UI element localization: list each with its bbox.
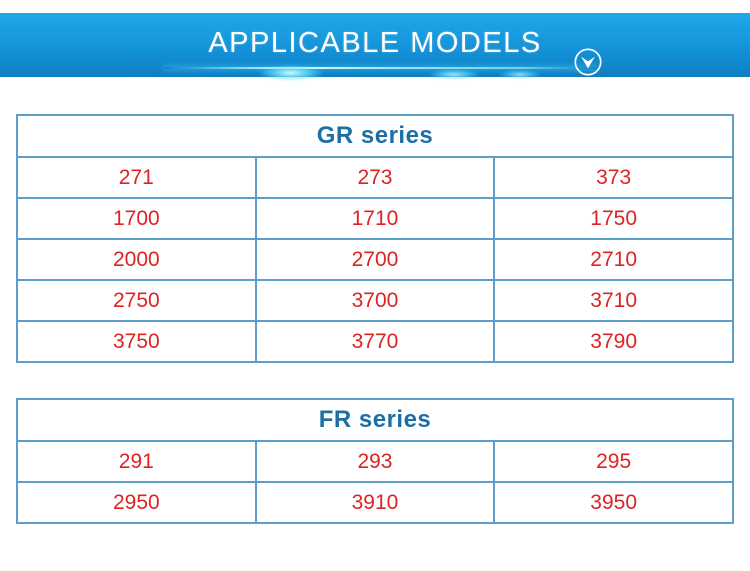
model-cell: 1710 bbox=[254, 197, 496, 240]
model-cell: 1750 bbox=[493, 197, 734, 240]
model-cell: 291 bbox=[16, 440, 257, 483]
table-header-row: FR series bbox=[16, 398, 734, 442]
applicable-models-banner: APPLICABLE MODELS bbox=[0, 13, 750, 81]
model-cell: 3910 bbox=[254, 481, 496, 524]
table-header-row: GR series bbox=[16, 114, 734, 158]
model-cell: 1700 bbox=[16, 197, 257, 240]
model-cell: 2950 bbox=[16, 481, 257, 524]
lens-flare-medium bbox=[428, 69, 480, 80]
circle-chevron-down-icon[interactable] bbox=[573, 47, 603, 77]
fr-series-table: FR series 291 293 295 2950 3910 3950 bbox=[16, 398, 734, 524]
tables-area: GR series 271 273 373 1700 1710 1750 2000 2700 2… bbox=[16, 114, 734, 524]
model-cell: 373 bbox=[493, 156, 734, 199]
table-row: 2750 3700 3710 bbox=[16, 279, 734, 322]
lens-flare-small bbox=[498, 70, 542, 79]
table-title: GR series bbox=[16, 114, 734, 158]
model-cell: 2750 bbox=[16, 279, 257, 322]
model-cell: 3750 bbox=[16, 320, 257, 363]
table-title: FR series bbox=[16, 398, 734, 442]
model-cell: 273 bbox=[254, 156, 496, 199]
glow-streak bbox=[165, 67, 597, 69]
table-row: 291 293 295 bbox=[16, 440, 734, 483]
table-row: 2950 3910 3950 bbox=[16, 481, 734, 524]
model-cell: 295 bbox=[493, 440, 734, 483]
model-cell: 3950 bbox=[493, 481, 734, 524]
gr-series-table: GR series 271 273 373 1700 1710 1750 2000 2700 2… bbox=[16, 114, 734, 363]
model-cell: 2000 bbox=[16, 238, 257, 281]
model-cell: 271 bbox=[16, 156, 257, 199]
table-gap bbox=[16, 363, 734, 398]
table-row: 3750 3770 3790 bbox=[16, 320, 734, 363]
model-cell: 3710 bbox=[493, 279, 734, 322]
lens-flare-large bbox=[258, 65, 324, 81]
table-row: 1700 1710 1750 bbox=[16, 197, 734, 240]
model-cell: 3770 bbox=[254, 320, 496, 363]
banner-title: APPLICABLE MODELS bbox=[208, 26, 542, 59]
model-cell: 293 bbox=[254, 440, 496, 483]
model-cell: 2700 bbox=[254, 238, 496, 281]
table-row: 2000 2700 2710 bbox=[16, 238, 734, 281]
table-row: 271 273 373 bbox=[16, 156, 734, 199]
model-cell: 3790 bbox=[493, 320, 734, 363]
model-cell: 2710 bbox=[493, 238, 734, 281]
model-cell: 3700 bbox=[254, 279, 496, 322]
